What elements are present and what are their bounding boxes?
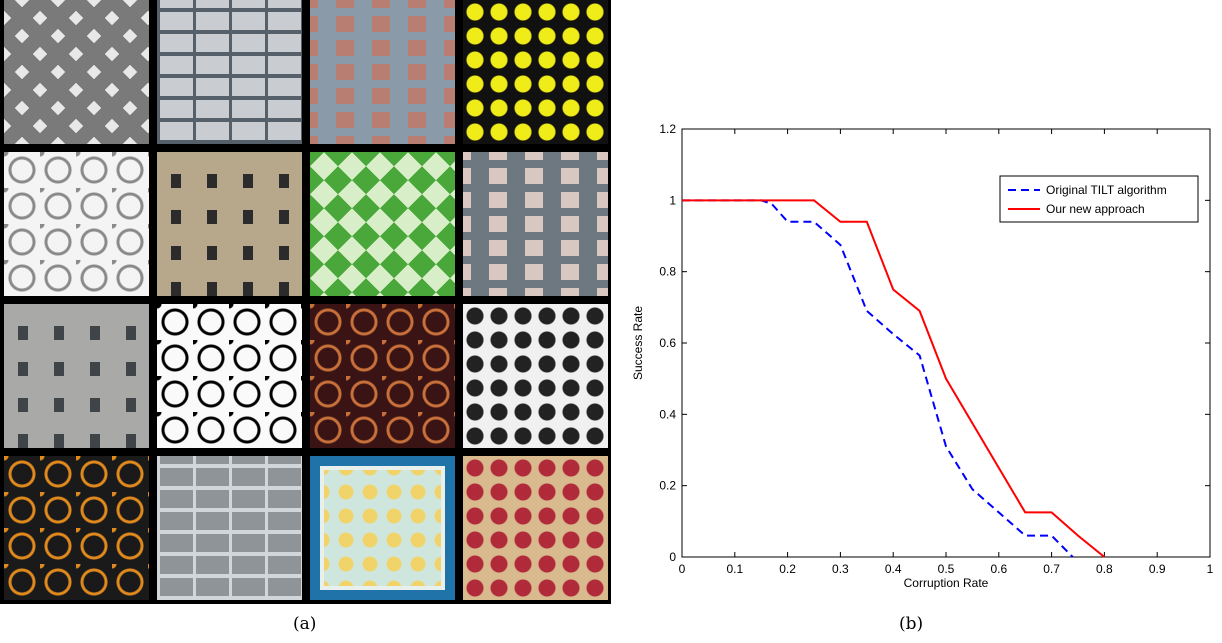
x-tick-label: 1 — [1207, 562, 1214, 576]
x-tick-label: 0.1 — [726, 562, 743, 576]
y-tick-label: 0.2 — [659, 479, 676, 493]
black-lace-pattern — [157, 304, 302, 448]
legend-box — [999, 175, 1199, 223]
caption-b: (b) — [899, 614, 924, 634]
y-axis-label: Success Rate — [631, 306, 645, 380]
x-tick-label: 0.2 — [779, 562, 796, 576]
yellow-green-circle-pattern — [463, 0, 608, 144]
x-tick-label: 0.7 — [1043, 562, 1060, 576]
stone-tile-photo — [157, 152, 302, 296]
office-facade-photo — [157, 0, 302, 144]
red-damask-pattern — [463, 456, 608, 600]
orange-ornament-pattern — [4, 456, 149, 600]
legend-label-1: Original TILT algorithm — [1046, 183, 1167, 197]
caption-a: (a) — [293, 614, 317, 634]
y-tick-label: 0 — [669, 550, 676, 564]
series-line-2 — [682, 199, 1106, 558]
y-tick-label: 0.6 — [659, 336, 676, 350]
x-tick-label: 0.5 — [938, 562, 955, 576]
x-tick-label: 0 — [679, 562, 686, 576]
y-tick-label: 0.4 — [659, 407, 676, 421]
y-tick-label: 1.2 — [659, 122, 676, 136]
y-tick-label: 0.8 — [659, 265, 676, 279]
x-tick-label: 0.6 — [990, 562, 1007, 576]
grey-building-photo — [4, 304, 149, 448]
spiral-pattern — [463, 304, 608, 448]
dark-circle-pattern — [310, 304, 455, 448]
success-rate-chart: 0 0.1 0.2 0.3 0.4 0.5 0.6 0.7 0.8 0.9 1 0 0.2 0.4 0.6 0… — [631, 122, 1214, 590]
pink-building-photo — [463, 152, 608, 296]
texture-image-grid — [0, 0, 611, 604]
brick-building-photo — [310, 0, 455, 144]
x-tick-label: 0.4 — [885, 562, 902, 576]
white-ornament-pattern — [4, 152, 149, 296]
green-diamond-pattern — [310, 152, 455, 296]
x-tick-label: 0.9 — [1149, 562, 1166, 576]
legend-label-2: Our new approach — [1046, 202, 1145, 216]
star-tile-pattern — [4, 0, 149, 144]
x-axis-label: Corruption Rate — [904, 576, 989, 590]
glass-facade-photo — [157, 456, 302, 600]
framed-star-pattern — [310, 456, 455, 600]
x-tick-label: 0.3 — [832, 562, 849, 576]
x-tick-label: 0.8 — [1096, 562, 1113, 576]
y-tick-label: 1 — [669, 193, 676, 207]
